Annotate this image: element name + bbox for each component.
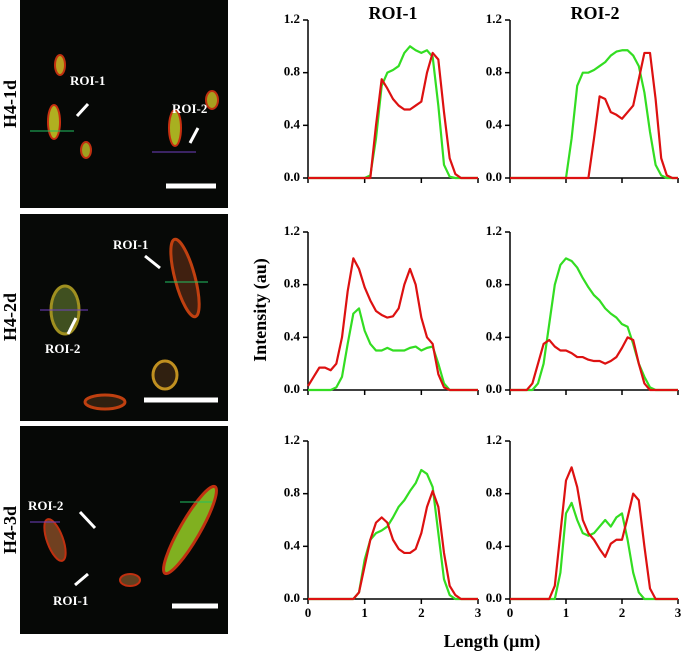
y-tick-label: 0.8 — [284, 485, 301, 500]
y-tick-label: 1.2 — [284, 223, 300, 238]
y-tick-label: 1.2 — [284, 11, 300, 26]
y-tick-label: 0.8 — [284, 276, 301, 291]
image-panel — [20, 0, 228, 208]
y-tick-label: 0.4 — [486, 537, 503, 552]
y-tick-label: 0.4 — [284, 537, 301, 552]
y-tick-label: 0.0 — [284, 381, 300, 396]
x-tick-label: 2 — [418, 605, 425, 620]
x-tick-label: 1 — [563, 605, 570, 620]
x-tick-label: 0 — [507, 605, 514, 620]
roi-annotation: ROI-1 — [70, 73, 105, 88]
data-line — [510, 257, 678, 392]
cell — [151, 359, 179, 391]
y-axis-label: Intensity (au) — [250, 258, 271, 362]
cell — [162, 484, 218, 576]
row-label: H4-3d — [0, 506, 20, 554]
data-line — [307, 257, 478, 392]
y-tick-label: 0.8 — [486, 64, 503, 79]
y-tick-label: 0.4 — [486, 116, 503, 131]
data-line — [510, 501, 678, 601]
y-tick-label: 0.0 — [486, 381, 502, 396]
cell — [47, 104, 61, 140]
cell — [80, 141, 92, 159]
roi-annotation: ROI-2 — [28, 498, 63, 513]
data-line — [510, 336, 678, 392]
data-line — [308, 489, 478, 601]
x-tick-label: 0 — [305, 605, 312, 620]
x-tick-label: 2 — [619, 605, 626, 620]
x-tick-label: 3 — [475, 605, 482, 620]
data-line — [510, 51, 678, 180]
data-line — [510, 466, 678, 601]
roi-annotation: ROI-1 — [53, 593, 88, 608]
roi-annotation: ROI-2 — [45, 341, 80, 356]
x-tick-label: 3 — [675, 605, 682, 620]
y-tick-label: 0.0 — [284, 169, 300, 184]
column-title: ROI-1 — [369, 3, 418, 23]
y-tick-label: 0.4 — [486, 328, 503, 343]
data-line — [308, 307, 478, 392]
cell — [43, 518, 67, 562]
data-line — [308, 51, 478, 180]
y-tick-label: 0.0 — [284, 590, 300, 605]
row-label: H4-2d — [0, 293, 20, 341]
y-tick-label: 0.8 — [284, 64, 301, 79]
cell — [54, 54, 66, 76]
data-line — [308, 45, 478, 180]
y-tick-label: 0.4 — [284, 328, 301, 343]
data-line — [308, 468, 478, 601]
column-title: ROI-2 — [571, 3, 620, 23]
arrow — [74, 572, 89, 587]
arrow — [188, 127, 200, 144]
y-tick-label: 1.2 — [486, 432, 502, 447]
cell — [205, 90, 219, 110]
arrow — [75, 102, 90, 118]
arrow — [66, 317, 78, 335]
roi-annotation: ROI-1 — [113, 237, 148, 252]
cell — [119, 573, 141, 587]
arrow — [144, 254, 161, 270]
x-tick-label: 1 — [361, 605, 368, 620]
cell — [83, 393, 127, 411]
y-tick-label: 0.8 — [486, 485, 503, 500]
arrow — [78, 510, 97, 530]
cell — [169, 237, 201, 319]
roi-annotation: ROI-2 — [172, 101, 207, 116]
x-axis-label: Length (μm) — [444, 631, 541, 652]
row-label: H4-1d — [0, 80, 20, 128]
y-tick-label: 0.4 — [284, 116, 301, 131]
y-tick-label: 0.8 — [486, 276, 503, 291]
y-tick-label: 1.2 — [284, 432, 300, 447]
y-tick-label: 0.0 — [486, 590, 502, 605]
y-tick-label: 1.2 — [486, 223, 502, 238]
cell — [168, 109, 182, 147]
y-tick-label: 1.2 — [486, 11, 502, 26]
y-tick-label: 0.0 — [486, 169, 502, 184]
image-panels: ROI-1 ROI-2 ROI-1 ROI-2 ROI-2 ROI-1 — [20, 0, 228, 634]
